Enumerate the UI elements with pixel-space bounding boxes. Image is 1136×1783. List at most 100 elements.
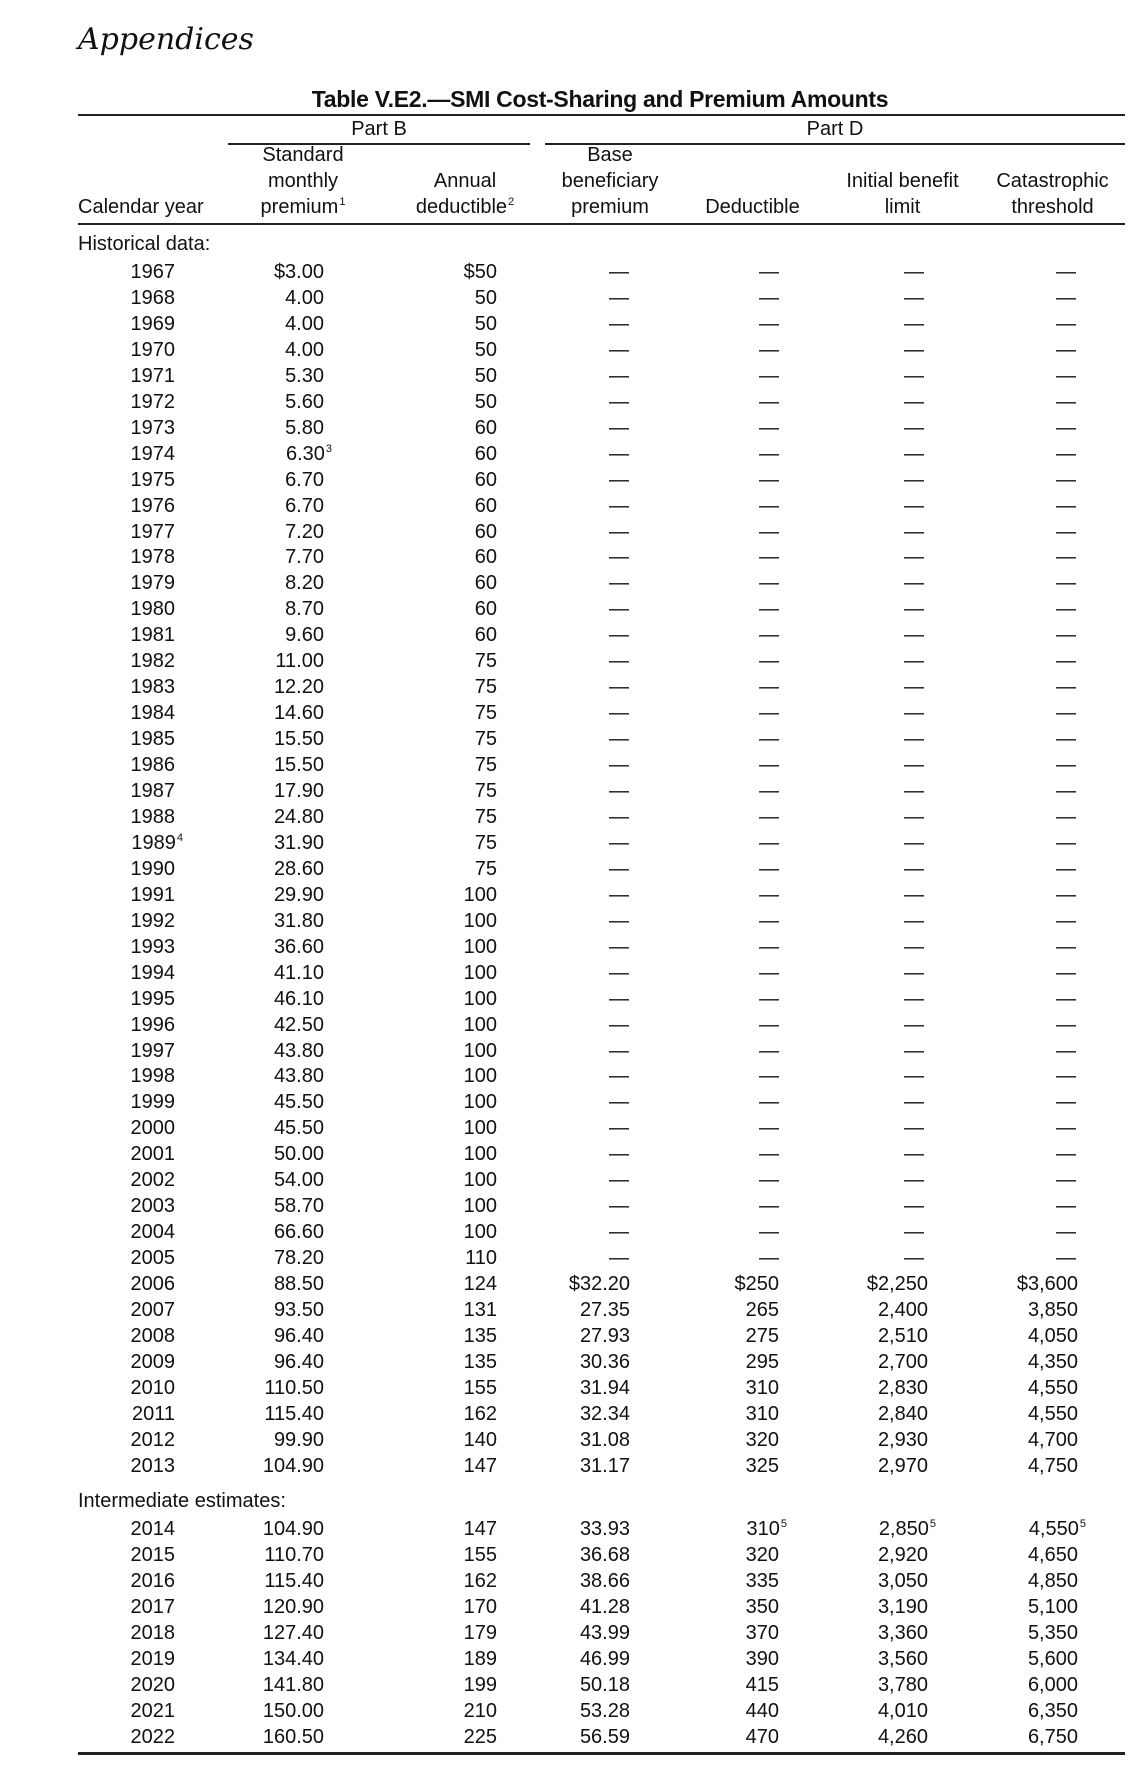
- cell-initial-benefit-limit: 4,010: [878, 1698, 928, 1724]
- cell-standard-monthly-premium: 31.90: [274, 830, 324, 856]
- cell-standard-monthly-premium: 134.40: [263, 1646, 324, 1672]
- col-header-initial-benefit-limit: Initial benefit limit: [830, 168, 975, 220]
- cell-missing-catastrophic-threshold: —: [1056, 1091, 1076, 1114]
- cell-value: 100: [463, 1221, 497, 1244]
- cell-value: 2,970: [877, 1454, 928, 1477]
- cell-annual-deductible: 50: [475, 311, 497, 337]
- footnote-marker: 4: [176, 831, 183, 844]
- cell-value: 28.60: [273, 857, 324, 880]
- cell-standard-monthly-premium: 110.70: [264, 1542, 324, 1568]
- cell-missing-initial-benefit-limit: —: [904, 520, 924, 543]
- cell-missing-initial-benefit-limit: —: [904, 1221, 924, 1244]
- cell-value: 110: [465, 1247, 497, 1270]
- cell-initial-benefit-limit: 2,400: [878, 1297, 928, 1323]
- cell-value: 100: [463, 1195, 497, 1218]
- cell-missing-initial-benefit-limit: —: [904, 468, 924, 491]
- cell-standard-monthly-premium: 46.10: [274, 986, 324, 1012]
- cell-value: 50: [474, 364, 497, 387]
- cell-value: 38.66: [579, 1569, 630, 1592]
- cell-value: 100: [463, 1091, 497, 1114]
- cell-value: 4,750: [1027, 1454, 1078, 1477]
- cell-year: 2022: [131, 1724, 176, 1750]
- cell-missing-deductible: —: [759, 1143, 779, 1166]
- cell-value: 75: [474, 650, 497, 673]
- cell-value: 1978: [130, 546, 176, 569]
- cell-annual-deductible: 60: [475, 493, 497, 519]
- cell-catastrophic-threshold: 5,350: [1028, 1620, 1078, 1646]
- cell-annual-deductible: 210: [464, 1698, 497, 1724]
- col-header-base-premium: Base beneficiary premium: [545, 142, 675, 220]
- cell-value: 53.28: [579, 1699, 630, 1722]
- cell-catastrophic-threshold: 6,750: [1028, 1724, 1078, 1750]
- cell-value: 5.30: [285, 364, 324, 387]
- cell-year: 1983: [131, 674, 176, 700]
- footnote-marker: 3: [325, 442, 332, 455]
- cell-deductible: 310: [746, 1401, 779, 1427]
- cell-value: $3,600: [1016, 1273, 1078, 1296]
- cell-year: 1991: [131, 882, 176, 908]
- cell-value: 58.70: [273, 1195, 324, 1218]
- cell-year: 1985: [131, 726, 176, 752]
- cell-value: 36.68: [579, 1543, 630, 1566]
- cell-value: 29.90: [273, 883, 324, 906]
- cell-initial-benefit-limit: 2,700: [878, 1349, 928, 1375]
- header-line: beneficiary: [561, 170, 659, 192]
- cell-missing-base-premium: —: [609, 1091, 629, 1114]
- cell-missing-base-premium: —: [609, 468, 629, 491]
- cell-year: 2002: [131, 1167, 176, 1193]
- cell-catastrophic-threshold: 4,550: [1028, 1401, 1078, 1427]
- part-b-rule: [228, 143, 530, 145]
- cell-value: 225: [463, 1725, 497, 1748]
- cell-missing-catastrophic-threshold: —: [1056, 261, 1076, 283]
- cell-year: 1984: [131, 700, 176, 726]
- cell-missing-base-premium: —: [609, 961, 629, 984]
- cell-value: 1996: [130, 1013, 176, 1036]
- cell-value: 8.20: [285, 572, 324, 595]
- cell-value: 1995: [130, 987, 176, 1010]
- footnote-marker: 1: [339, 196, 346, 208]
- cell-value: 2018: [130, 1621, 176, 1644]
- cell-standard-monthly-premium: 96.40: [274, 1349, 324, 1375]
- footnote-marker: 5: [929, 1518, 936, 1530]
- cell-value: 2,830: [877, 1376, 928, 1399]
- cell-missing-deductible: —: [759, 961, 779, 984]
- cell-annual-deductible: 162: [464, 1401, 497, 1427]
- cell-value: 2,700: [877, 1350, 928, 1373]
- cell-value: 155: [463, 1543, 497, 1566]
- cell-standard-monthly-premium: 127.40: [263, 1620, 324, 1646]
- cell-value: 1969: [130, 312, 176, 335]
- cell-year: 19894: [131, 830, 183, 856]
- cell-value: $50: [463, 261, 497, 283]
- cell-missing-base-premium: —: [609, 1013, 629, 1036]
- cell-value: 1973: [130, 416, 176, 439]
- cell-missing-initial-benefit-limit: —: [904, 1169, 924, 1192]
- cell-value: 135: [463, 1350, 497, 1373]
- cell-value: 5.80: [285, 416, 324, 439]
- cell-value: 4,050: [1027, 1324, 1078, 1347]
- cell-standard-monthly-premium: 141.80: [263, 1672, 324, 1698]
- cell-standard-monthly-premium: 15.50: [274, 752, 324, 778]
- cell-initial-benefit-limit: 2,510: [878, 1323, 928, 1349]
- cell-missing-deductible: —: [759, 909, 779, 932]
- cell-value: 12.20: [273, 676, 324, 699]
- cell-annual-deductible: 100: [464, 1115, 497, 1141]
- cell-base-premium: 36.68: [580, 1542, 630, 1568]
- cell-value: 2015: [130, 1543, 176, 1566]
- cell-base-premium: 31.08: [580, 1427, 630, 1453]
- cell-year: 1972: [131, 389, 176, 415]
- cell-annual-deductible: 225: [464, 1724, 497, 1750]
- cell-value: 2,850: [878, 1518, 929, 1540]
- cell-year: 1997: [131, 1038, 176, 1064]
- cell-year: 2021: [131, 1698, 176, 1724]
- cell-missing-initial-benefit-limit: —: [904, 1143, 924, 1166]
- cell-value: 4,550: [1027, 1402, 1078, 1425]
- cell-missing-initial-benefit-limit: —: [904, 1195, 924, 1218]
- cell-year: 1973: [131, 415, 176, 441]
- cell-year: 2014: [131, 1516, 176, 1542]
- cell-missing-initial-benefit-limit: —: [904, 935, 924, 958]
- cell-year: 2012: [131, 1427, 176, 1453]
- cell-missing-deductible: —: [759, 935, 779, 958]
- cell-value: 134.40: [262, 1647, 324, 1670]
- cell-value: 60: [474, 624, 497, 647]
- cell-standard-monthly-premium: 115.40: [264, 1401, 324, 1427]
